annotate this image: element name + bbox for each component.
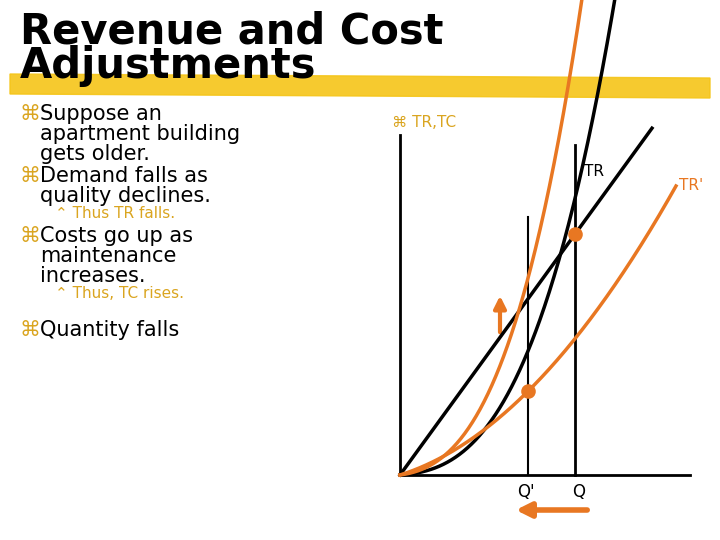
Text: ⌘: ⌘ [20, 226, 41, 246]
Text: TR: TR [585, 164, 605, 179]
Text: Q: Q [572, 483, 585, 501]
Text: ⌘: ⌘ [20, 104, 41, 124]
Text: increases.: increases. [40, 266, 145, 286]
Text: ⌃ Thus TR falls.: ⌃ Thus TR falls. [55, 206, 175, 221]
Text: Suppose an: Suppose an [40, 104, 162, 124]
Text: apartment building: apartment building [40, 124, 240, 144]
Text: ⌃ Thus, TC rises.: ⌃ Thus, TC rises. [55, 286, 184, 301]
Text: TR': TR' [679, 179, 703, 193]
Text: Revenue and Cost: Revenue and Cost [20, 10, 444, 52]
Text: Adjustments: Adjustments [20, 45, 317, 87]
Text: gets older.: gets older. [40, 144, 150, 164]
Text: Q': Q' [517, 483, 535, 501]
Text: ⌘: ⌘ [20, 166, 41, 186]
Text: Quantity falls: Quantity falls [40, 320, 179, 340]
Text: ⌘: ⌘ [20, 320, 41, 340]
Text: ⌘ TR,TC: ⌘ TR,TC [392, 115, 456, 130]
Text: maintenance: maintenance [40, 246, 176, 266]
Text: Demand falls as: Demand falls as [40, 166, 208, 186]
Polygon shape [10, 74, 710, 98]
Text: quality declines.: quality declines. [40, 186, 211, 206]
Text: Costs go up as: Costs go up as [40, 226, 193, 246]
